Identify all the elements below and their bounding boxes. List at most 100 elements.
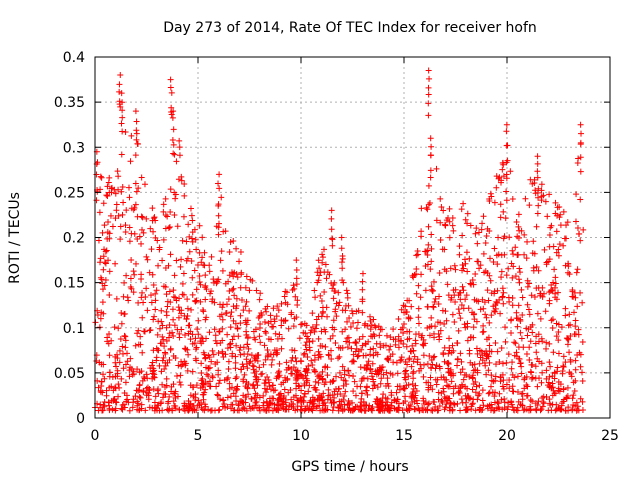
data-point	[394, 370, 401, 377]
data-point	[401, 385, 408, 392]
data-point	[291, 347, 298, 354]
data-point	[330, 404, 337, 411]
data-point	[256, 364, 263, 371]
data-point	[390, 336, 397, 343]
data-point	[505, 294, 512, 301]
data-point	[166, 393, 173, 400]
data-point	[97, 389, 104, 396]
data-point	[349, 310, 356, 317]
data-point	[158, 368, 165, 375]
data-point	[456, 251, 463, 258]
data-point	[158, 307, 165, 314]
data-point	[140, 389, 147, 396]
data-point	[139, 377, 146, 384]
data-point	[433, 165, 440, 172]
data-point	[293, 380, 300, 387]
data-point	[270, 382, 277, 389]
data-point	[298, 396, 305, 403]
data-point	[243, 273, 250, 280]
data-point	[503, 381, 510, 388]
data-point	[329, 407, 336, 414]
data-point	[205, 406, 212, 413]
data-point	[233, 245, 240, 252]
data-point	[274, 303, 281, 310]
data-point	[397, 326, 404, 333]
data-point	[97, 173, 104, 180]
data-point	[133, 127, 140, 134]
data-point	[149, 375, 156, 382]
data-point	[245, 345, 252, 352]
data-point	[424, 303, 431, 310]
data-point	[263, 389, 270, 396]
data-point	[499, 383, 506, 390]
data-point	[382, 342, 389, 349]
data-point	[462, 296, 469, 303]
data-point	[96, 359, 103, 366]
data-point	[309, 310, 316, 317]
data-point	[441, 358, 448, 365]
data-point	[532, 400, 539, 407]
data-point	[281, 386, 288, 393]
data-point	[222, 280, 229, 287]
data-point	[111, 324, 118, 331]
x-tick-label: 10	[292, 428, 310, 444]
data-point	[107, 212, 114, 219]
data-point	[100, 310, 107, 317]
data-point	[166, 288, 173, 295]
data-point	[543, 339, 550, 346]
data-point	[434, 407, 441, 414]
data-point	[368, 406, 375, 413]
data-point	[249, 362, 256, 369]
data-point	[126, 238, 133, 245]
data-point	[117, 103, 124, 110]
data-point	[499, 406, 506, 413]
data-point	[313, 316, 320, 323]
data-point	[538, 187, 545, 194]
data-point	[324, 364, 331, 371]
data-point	[502, 324, 509, 331]
data-point	[276, 368, 283, 375]
data-point	[441, 376, 448, 383]
data-point	[138, 401, 145, 408]
data-point	[462, 383, 469, 390]
data-point	[108, 383, 115, 390]
data-point	[534, 383, 541, 390]
data-point	[215, 180, 222, 187]
data-point	[344, 344, 351, 351]
data-point	[530, 238, 537, 245]
data-point	[120, 365, 127, 372]
data-point	[169, 114, 176, 121]
data-point	[347, 323, 354, 330]
data-point	[159, 407, 166, 414]
data-point	[237, 284, 244, 291]
data-point	[425, 379, 432, 386]
data-point	[224, 331, 231, 338]
data-point	[325, 351, 332, 358]
data-point	[164, 400, 171, 407]
data-point	[470, 281, 477, 288]
data-point	[396, 383, 403, 390]
data-point	[546, 340, 553, 347]
data-point	[120, 350, 127, 357]
data-point	[402, 303, 409, 310]
data-point	[333, 300, 340, 307]
data-point	[346, 372, 353, 379]
data-point	[152, 297, 159, 304]
data-point	[122, 222, 129, 229]
data-point	[534, 160, 541, 167]
data-point	[124, 350, 131, 357]
data-point	[112, 190, 119, 197]
data-point	[428, 407, 435, 414]
data-point	[217, 301, 224, 308]
data-point	[362, 352, 369, 359]
data-point	[263, 329, 270, 336]
data-point	[440, 207, 447, 214]
data-point	[410, 347, 417, 354]
data-point	[179, 237, 186, 244]
data-point	[501, 399, 508, 406]
data-point	[529, 398, 536, 405]
data-point	[346, 315, 353, 322]
data-point	[190, 406, 197, 413]
data-point	[159, 322, 166, 329]
data-point	[193, 246, 200, 253]
